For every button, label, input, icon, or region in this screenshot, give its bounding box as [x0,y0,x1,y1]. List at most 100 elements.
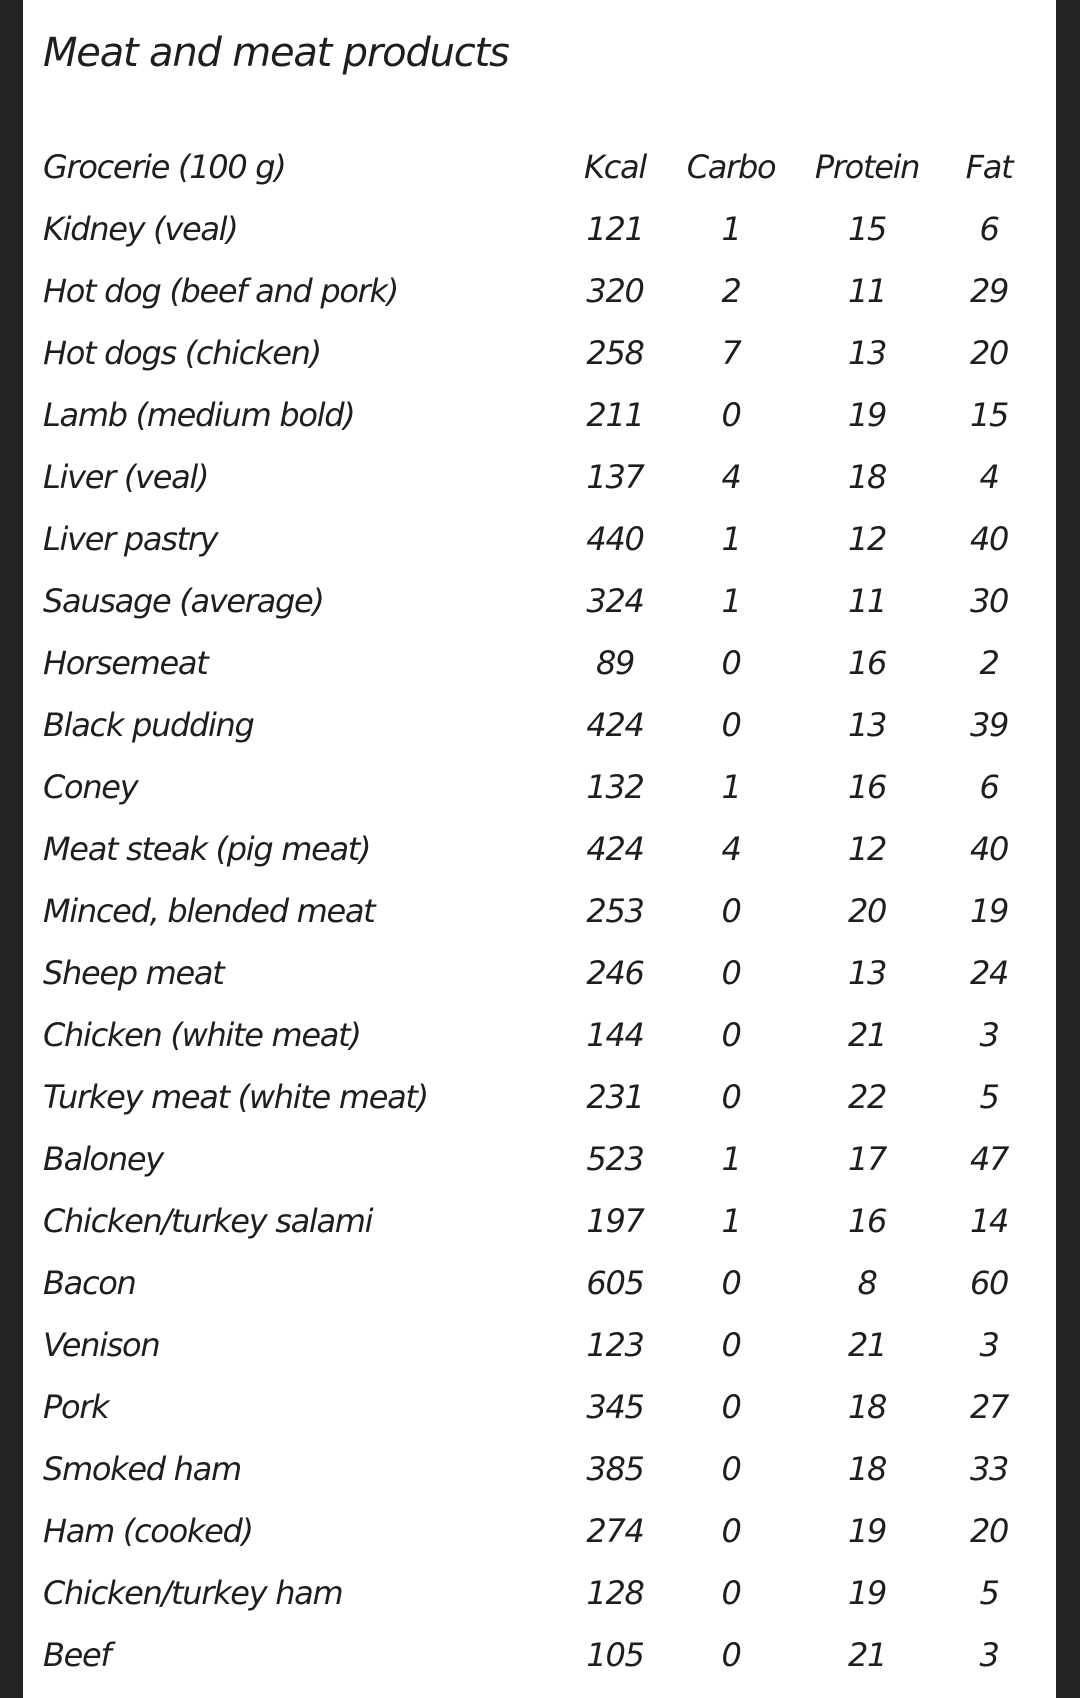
table-row: Hot dog (beef and pork) 320 2 11 29 [43,260,1043,322]
table-row: Hot dogs (chicken) 258 7 13 20 [43,322,1043,384]
cell-kcal: 197 [586,1202,644,1240]
cell-fat: 20 [969,334,1009,372]
table-row: Lamb (medium bold) 211 0 19 15 [43,384,1043,446]
table-body: Kidney (veal) 121 1 15 6 Hot dog (beef and po… [43,198,1043,1686]
cell-carbo: 0 [721,1450,741,1488]
cell-carbo: 1 [721,210,741,248]
cell-name: Ham (cooked) [43,1512,254,1550]
column-header-carbo: Carbo [686,148,777,186]
cell-kcal: 246 [586,954,644,992]
cell-carbo: 0 [721,1388,741,1426]
cell-name: Hot dogs (chicken) [43,334,322,372]
cell-fat: 3 [979,1326,999,1364]
cell-fat: 40 [969,520,1009,558]
cell-carbo: 1 [721,1140,741,1178]
cell-name: Black pudding [43,706,255,744]
cell-carbo: 7 [721,334,741,372]
column-header-grocerie: Grocerie (100 g) [43,148,287,186]
cell-protein: 19 [847,1512,887,1550]
cell-kcal: 89 [595,644,635,682]
cell-kcal: 440 [586,520,644,558]
table-row: Horsemeat 89 0 16 2 [43,632,1043,694]
cell-name: Sausage (average) [43,582,325,620]
table-row: Meat steak (pig meat) 424 4 12 40 [43,818,1043,880]
cell-carbo: 1 [721,1202,741,1240]
table-row: Bacon 605 0 8 60 [43,1252,1043,1314]
cell-kcal: 605 [586,1264,644,1302]
cell-fat: 20 [969,1512,1009,1550]
cell-fat: 2 [979,644,999,682]
table-row: Turkey meat (white meat) 231 0 22 5 [43,1066,1043,1128]
cell-protein: 22 [847,1078,887,1116]
cell-kcal: 274 [586,1512,644,1550]
cell-protein: 13 [847,954,887,992]
cell-kcal: 137 [586,458,644,496]
cell-protein: 19 [847,396,887,434]
cell-name: Pork [43,1388,110,1426]
cell-fat: 40 [969,830,1009,868]
table-header-row: Grocerie (100 g) Kcal Carbo Protein Fat [43,136,1043,198]
cell-carbo: 0 [721,1264,741,1302]
cell-fat: 24 [969,954,1009,992]
cell-name: Liver pastry [43,520,219,558]
cell-kcal: 523 [586,1140,644,1178]
cell-carbo: 1 [721,768,741,806]
cell-name: Baloney [43,1140,164,1178]
table-row: Ham (cooked) 274 0 19 20 [43,1500,1043,1562]
cell-fat: 5 [979,1078,999,1116]
cell-name: Liver (veal) [43,458,209,496]
cell-kcal: 345 [586,1388,644,1426]
column-header-protein: Protein [814,148,921,186]
cell-kcal: 128 [586,1574,644,1612]
cell-carbo: 4 [721,458,741,496]
cell-name: Chicken/turkey ham [43,1574,344,1612]
cell-protein: 21 [847,1016,887,1054]
cell-protein: 16 [847,1202,887,1240]
cell-fat: 15 [969,396,1009,434]
cell-protein: 13 [847,706,887,744]
table-row: Baloney 523 1 17 47 [43,1128,1043,1190]
cell-name: Venison [43,1326,161,1364]
table-row: Chicken (white meat) 144 0 21 3 [43,1004,1043,1066]
cell-kcal: 105 [586,1636,644,1674]
cell-name: Coney [43,768,139,806]
cell-carbo: 0 [721,1574,741,1612]
cell-carbo: 0 [721,706,741,744]
cell-kcal: 258 [586,334,644,372]
cell-fat: 19 [969,892,1009,930]
cell-fat: 30 [969,582,1009,620]
table-row: Liver (veal) 137 4 18 4 [43,446,1043,508]
cell-fat: 3 [979,1016,999,1054]
cell-protein: 20 [847,892,887,930]
cell-name: Chicken (white meat) [43,1016,362,1054]
cell-fat: 5 [979,1574,999,1612]
cell-carbo: 2 [721,272,741,310]
cell-carbo: 1 [721,582,741,620]
cell-carbo: 0 [721,396,741,434]
cell-protein: 15 [847,210,887,248]
table-row: Pork 345 0 18 27 [43,1376,1043,1438]
table-row: Venison 123 0 21 3 [43,1314,1043,1376]
cell-fat: 14 [969,1202,1009,1240]
cell-kcal: 144 [586,1016,644,1054]
cell-protein: 17 [847,1140,887,1178]
cell-fat: 39 [969,706,1009,744]
cell-carbo: 1 [721,520,741,558]
cell-protein: 16 [847,768,887,806]
cell-protein: 8 [857,1264,877,1302]
cell-name: Turkey meat (white meat) [43,1078,429,1116]
cell-name: Lamb (medium bold) [43,396,356,434]
cell-name: Horsemeat [43,644,209,682]
cell-name: Smoked ham [43,1450,242,1488]
column-header-kcal: Kcal [584,148,647,186]
cell-name: Chicken/turkey salami [43,1202,374,1240]
cell-protein: 11 [847,582,887,620]
cell-carbo: 0 [721,1016,741,1054]
table-row: Chicken/turkey salami 197 1 16 14 [43,1190,1043,1252]
cell-fat: 60 [969,1264,1009,1302]
cell-kcal: 424 [586,830,644,868]
cell-name: Sheep meat [43,954,225,992]
table-row: Minced, blended meat 253 0 20 19 [43,880,1043,942]
cell-kcal: 123 [586,1326,644,1364]
cell-protein: 21 [847,1326,887,1364]
